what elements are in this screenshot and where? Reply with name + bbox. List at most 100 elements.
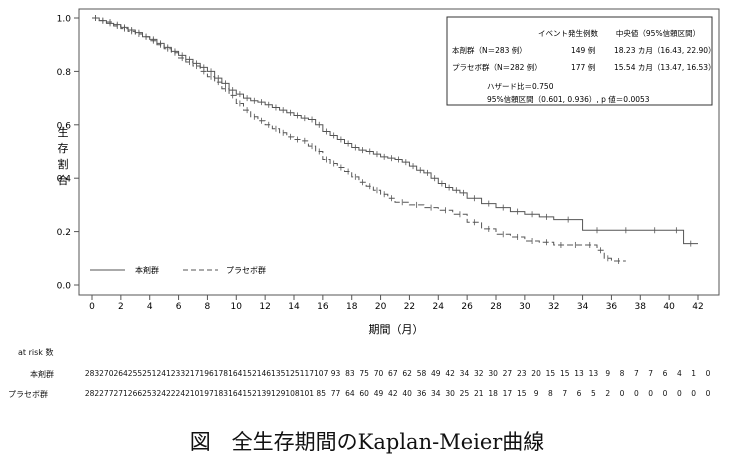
stats-header-median: 中央値（95%信頼区間） (616, 28, 700, 38)
x-tick-label: 8 (205, 302, 211, 312)
at-risk-count-treatment: 283 (84, 369, 100, 378)
x-tick-label: 16 (317, 302, 329, 312)
at-risk-count-treatment: 30 (488, 369, 498, 378)
at-risk-count-treatment: 23 (516, 369, 527, 378)
x-tick-label: 24 (433, 302, 445, 312)
stats-row1-median: 18.23 カ月（16.43, 22.90） (614, 46, 716, 55)
at-risk-count-placebo: 0 (691, 389, 697, 398)
at-risk-count-treatment: 135 (271, 369, 286, 378)
at-risk-count-treatment: 7 (633, 369, 639, 378)
at-risk-count-treatment: 49 (431, 369, 441, 378)
survival-curves (92, 15, 698, 264)
at-risk-count-placebo: 266 (127, 389, 143, 398)
stats-hazard-ratio: ハザード比＝0.750 (487, 81, 554, 91)
y-tick-label: 0.6 (57, 121, 72, 131)
at-risk-count-placebo: 34 (431, 389, 441, 398)
at-risk-count-placebo: 85 (316, 389, 326, 398)
figure-caption: 図 全生存期間のKaplan-Meier曲線 (189, 430, 545, 454)
at-risk-count-placebo: 30 (445, 389, 455, 398)
x-tick-label: 4 (147, 302, 153, 312)
at-risk-count-treatment: 125 (285, 369, 300, 378)
x-tick-label: 20 (375, 302, 387, 312)
legend-label-treatment: 本剤群 (135, 265, 159, 275)
at-risk-count-placebo: 0 (705, 389, 711, 398)
stats-box: イベント発生例数 中央値（95%信頼区間） 本剤群（N＝283 例） 149 例… (446, 16, 716, 106)
at-risk-count-treatment: 152 (242, 369, 257, 378)
legend: 本剤群 プラセボ群 (90, 265, 266, 275)
at-risk-count-treatment: 15 (545, 369, 556, 378)
at-risk-title: at risk 数 (18, 348, 54, 357)
at-risk-count-treatment: 7 (648, 369, 654, 378)
stats-box-frame (446, 16, 713, 106)
at-risk-count-placebo: 0 (676, 389, 682, 398)
x-tick-label: 12 (259, 302, 270, 312)
x-axis: 0 2 4 6 8 10 12 14 16 18 20 22 24 26 28 30 32 34 36 38 40 42 (89, 295, 704, 312)
at-risk-count-placebo: 0 (619, 389, 625, 398)
x-tick-label: 36 (606, 302, 618, 312)
y-axis-label-1: 生 (58, 125, 69, 139)
y-tick-label: 0.2 (57, 228, 71, 238)
at-risk-count-placebo: 210 (185, 389, 200, 398)
at-risk-count-treatment: 107 (314, 369, 329, 378)
x-axis-label: 期間（月） (369, 323, 424, 336)
at-risk-count-treatment: 62 (402, 369, 412, 378)
at-risk-count-placebo: 277 (99, 389, 114, 398)
y-tick-label: 1.0 (57, 15, 72, 25)
x-tick-label: 22 (404, 302, 415, 312)
y-tick-label: 0.4 (57, 175, 72, 185)
at-risk-count-treatment: 15 (559, 369, 570, 378)
at-risk-count-placebo: 0 (648, 389, 654, 398)
at-risk-count-placebo: 42 (388, 389, 398, 398)
at-risk-count-placebo: 139 (256, 389, 272, 398)
at-risk-count-placebo: 0 (633, 389, 639, 398)
stats-row2-events: 177 例 (571, 62, 595, 72)
at-risk-count-placebo: 271 (113, 389, 128, 398)
at-risk-count-placebo: 2 (605, 389, 611, 398)
at-risk-count-placebo: 77 (330, 389, 341, 398)
at-risk-count-treatment: 75 (359, 369, 369, 378)
x-tick-label: 26 (461, 302, 473, 312)
at-risk-count-treatment: 178 (213, 369, 229, 378)
stats-row2-median: 15.54 カ月（13.47, 16.53） (614, 63, 716, 72)
stats-ci-p: 95%信頼区間（0.601, 0.936）, p 値＝0.0053 (487, 94, 650, 104)
at-risk-count-placebo: 224 (170, 389, 186, 398)
at-risk-count-placebo: 40 (402, 389, 412, 398)
stats-row2-group: プラセボ群（N＝282 例） (452, 62, 542, 72)
at-risk-count-placebo: 18 (488, 389, 498, 398)
x-tick-label: 0 (89, 302, 95, 312)
at-risk-count-treatment: 83 (345, 369, 355, 378)
x-tick-label: 32 (548, 302, 559, 312)
at-risk-count-treatment: 264 (113, 369, 128, 378)
at-risk-count-placebo: 25 (459, 389, 470, 398)
y-tick-label: 0.0 (57, 282, 72, 292)
at-risk-count-treatment: 164 (228, 369, 243, 378)
y-axis: 0.0 0.2 0.4 0.6 0.8 1.0 (57, 15, 79, 292)
at-risk-count-placebo: 183 (213, 389, 229, 398)
at-risk-label-treatment: 本剤群 (30, 370, 54, 379)
at-risk-count-treatment: 32 (474, 369, 484, 378)
y-tick-label: 0.8 (57, 68, 72, 78)
at-risk-count-treatment: 13 (574, 369, 584, 378)
at-risk-count-treatment: 117 (299, 369, 315, 378)
at-risk-count-treatment: 13 (588, 369, 599, 378)
curve-treatment (92, 17, 698, 245)
at-risk-count-placebo: 17 (502, 389, 513, 398)
at-risk-count-placebo: 242 (156, 389, 171, 398)
stats-header-events: イベント発生例数 (538, 28, 598, 38)
at-risk-count-treatment: 217 (185, 369, 200, 378)
legend-label-placebo: プラセボ群 (226, 265, 266, 275)
y-axis-label-4: 合 (58, 173, 69, 187)
at-risk-count-placebo: 101 (299, 389, 315, 398)
at-risk-count-placebo: 9 (533, 389, 539, 398)
y-axis-label-3: 割 (58, 157, 69, 171)
at-risk-count-treatment: 4 (676, 369, 682, 378)
plot-frame (78, 8, 720, 296)
at-risk-count-treatment: 8 (619, 369, 625, 378)
at-risk-count-placebo: 0 (662, 389, 668, 398)
at-risk-count-treatment: 67 (388, 369, 398, 378)
x-tick-label: 10 (231, 302, 243, 312)
y-axis-label-2: 存 (58, 141, 69, 155)
at-risk-count-placebo: 129 (271, 389, 286, 398)
at-risk-count-placebo: 282 (84, 389, 100, 398)
